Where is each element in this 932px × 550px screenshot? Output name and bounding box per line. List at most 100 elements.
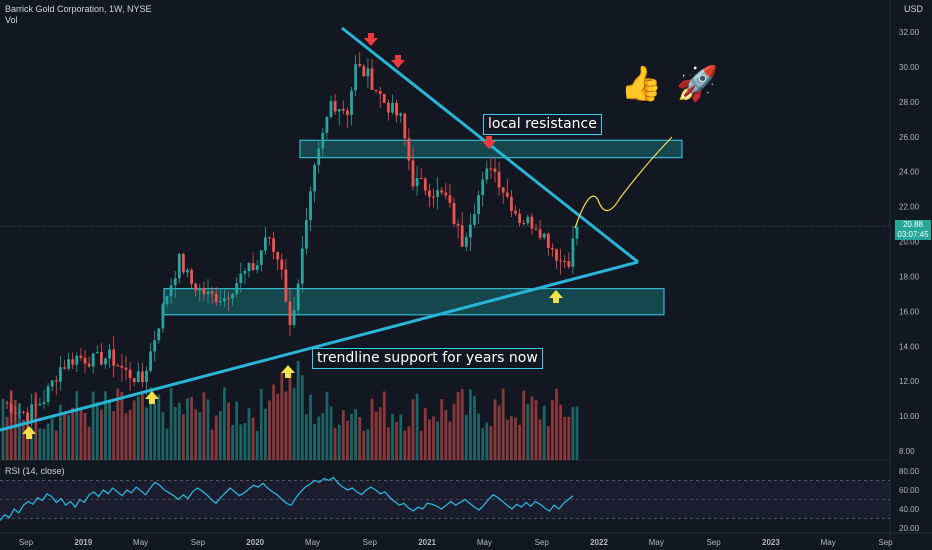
volume-bar <box>161 412 165 460</box>
candle-body <box>395 102 398 116</box>
volume-bar <box>30 428 34 460</box>
trendline-support-callout[interactable]: trendline support for years now <box>312 348 543 369</box>
price-tick-label: 14.00 <box>899 342 920 351</box>
volume-bar <box>87 426 91 460</box>
volume-bar <box>534 400 538 460</box>
candle-body <box>514 210 517 214</box>
time-tick-label: May <box>821 538 836 547</box>
candle-body <box>546 233 550 248</box>
volume-bar <box>317 416 321 460</box>
projected-path <box>574 136 673 229</box>
volume-bar <box>157 394 161 460</box>
candle-body <box>116 365 120 367</box>
candle-body <box>325 117 329 133</box>
candle-body <box>22 411 25 413</box>
support-touch-arrow-icon <box>22 426 36 439</box>
volume-bar <box>223 387 226 460</box>
candle-body <box>104 358 107 365</box>
ascending-support-trendline[interactable] <box>0 260 639 432</box>
candle-body <box>198 287 202 291</box>
candle-body <box>440 190 444 193</box>
candle-body <box>329 100 333 118</box>
time-tick-label: May <box>477 538 492 547</box>
candle-body <box>46 386 50 403</box>
rsi-tick-label: 80.00 <box>899 467 920 476</box>
candle-body <box>95 351 99 354</box>
last-price-badge: 20.88 03:07:45 <box>895 220 931 240</box>
candle-body <box>239 273 243 284</box>
candle-body <box>259 250 263 266</box>
candle-body <box>284 269 288 302</box>
candle-body <box>157 328 161 341</box>
candle-body <box>9 403 13 413</box>
volume-bar <box>13 399 17 460</box>
volume-bar <box>190 396 193 460</box>
candle-body <box>374 89 378 91</box>
volume-bar <box>452 403 456 460</box>
time-tick-label: 2021 <box>418 538 436 547</box>
volume-bar <box>346 420 349 460</box>
volume-bar <box>514 417 517 460</box>
time-tick-label: Sep <box>191 538 206 547</box>
volume-bar <box>333 428 337 460</box>
local-resistance-callout[interactable]: local resistance <box>483 114 602 135</box>
volume-bar <box>460 389 464 460</box>
candle-body <box>243 271 247 274</box>
candle-body <box>321 132 325 149</box>
time-tick-label: Sep <box>878 538 893 547</box>
candle-body <box>559 260 562 262</box>
volume-bar <box>526 404 530 460</box>
candle-body <box>124 367 128 370</box>
sell-signal-arrow-icon <box>364 33 378 46</box>
volume-bar <box>124 413 128 460</box>
candle-body <box>448 195 452 203</box>
candle-body <box>206 291 210 295</box>
volume-bar <box>141 390 144 460</box>
rsi-tick-label: 40.00 <box>899 505 920 514</box>
volume-bar <box>251 417 255 460</box>
candle-body <box>165 296 169 305</box>
time-tick-label: Sep <box>535 538 550 547</box>
candle-body <box>456 223 460 226</box>
symbol-title: Barrick Gold Corporation, 1W, NYSE <box>5 4 152 14</box>
volume-bar <box>493 399 497 460</box>
candle-body <box>497 171 501 188</box>
candle-body <box>288 301 292 325</box>
candle-body <box>370 68 374 90</box>
candle-body <box>341 108 345 111</box>
volume-bar <box>136 396 140 460</box>
candle-body <box>485 168 489 180</box>
candle-body <box>518 213 521 224</box>
support-zone[interactable] <box>163 288 665 316</box>
candle-body <box>218 301 222 303</box>
volume-bar <box>38 428 42 460</box>
candle-body <box>296 283 300 311</box>
rsi-tick-label: 20.00 <box>899 524 920 533</box>
candle-body <box>210 291 214 294</box>
candle-body <box>522 223 526 225</box>
volume-bar <box>497 405 501 460</box>
support-touch-arrow-icon <box>549 290 563 303</box>
time-tick-label: May <box>305 538 320 547</box>
candle-body <box>530 216 534 229</box>
volume-bar <box>403 430 407 460</box>
volume-bar <box>153 403 157 460</box>
candle-body <box>378 90 382 94</box>
candle-body <box>177 254 181 279</box>
candle-body <box>34 404 38 406</box>
candle-body <box>411 160 415 187</box>
volume-bar <box>382 391 386 460</box>
volume-bar <box>477 413 480 460</box>
volume-bar <box>34 392 38 460</box>
volume-bar <box>22 419 25 460</box>
volume-bar <box>464 414 468 460</box>
volume-bar <box>501 388 505 460</box>
candle-body <box>333 100 337 112</box>
candle-body <box>255 265 259 271</box>
volume-bar <box>280 372 284 460</box>
currency-label: USD <box>904 4 924 14</box>
volume-bar <box>551 400 554 460</box>
volume-bar <box>399 414 403 460</box>
volume-bar <box>407 426 411 460</box>
